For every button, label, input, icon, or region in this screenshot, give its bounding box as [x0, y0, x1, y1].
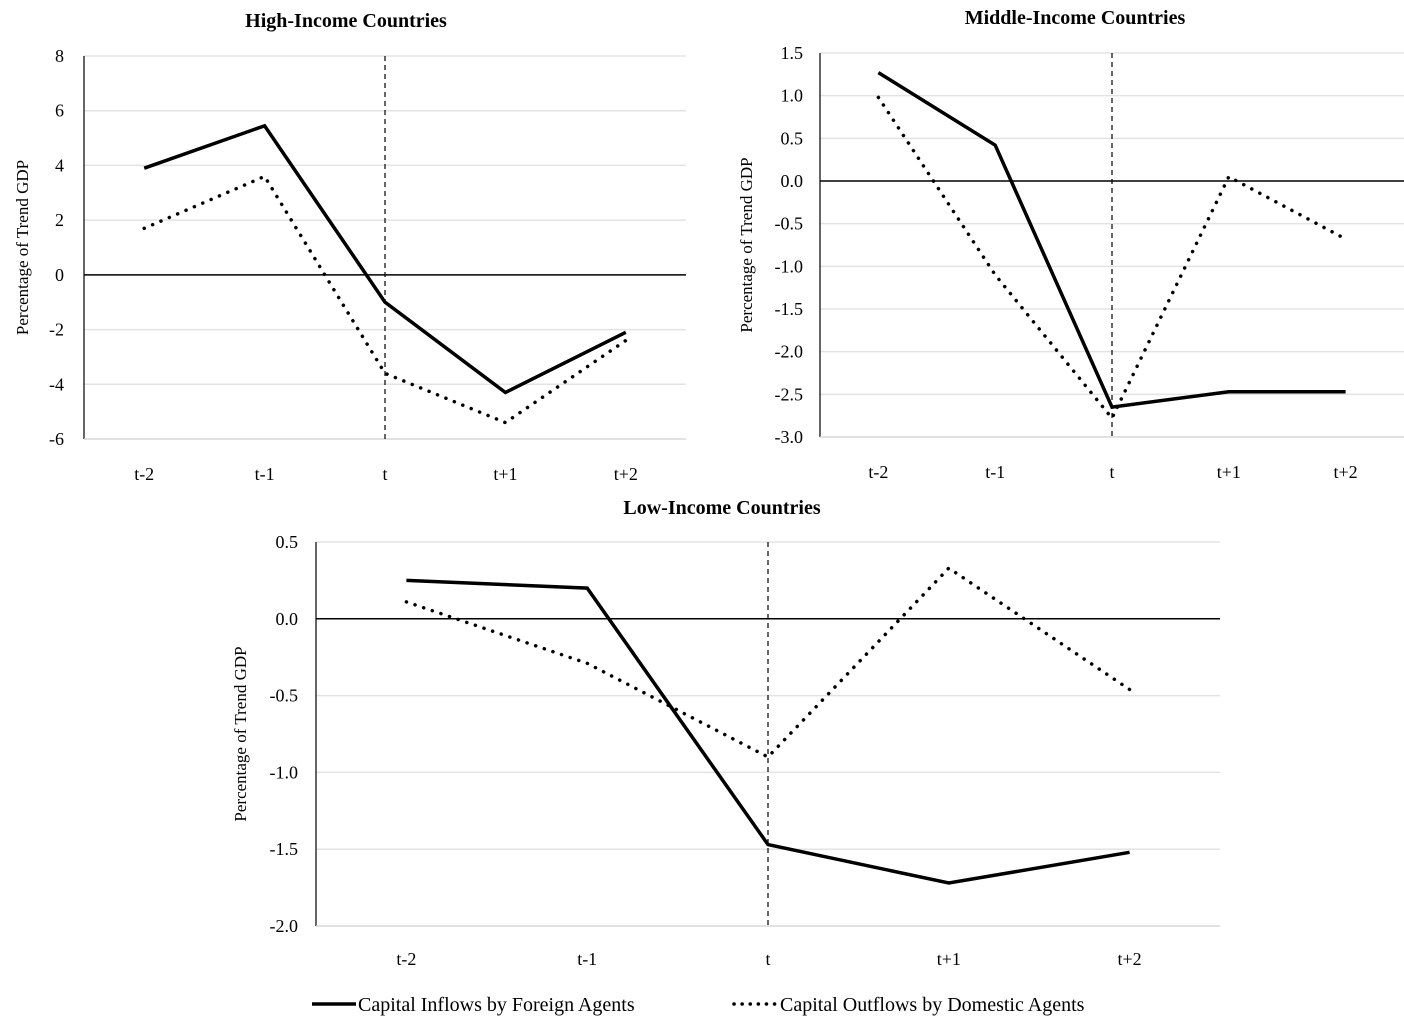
y-axis-label: Percentage of Trend GDP — [737, 157, 756, 332]
chart-panel-3: Low-Income Countries 0.5 0.0 -0.5 -1.0 -1.5 -2… — [231, 497, 1220, 969]
y-tick-label: -1.0 — [775, 256, 804, 276]
x-tick-label: t+1 — [937, 949, 961, 969]
x-tick-label: t — [1109, 462, 1114, 482]
x-tick-label: t+1 — [1217, 462, 1241, 482]
x-tick-label: t+2 — [614, 464, 638, 484]
data-point — [1344, 238, 1347, 241]
y-tick-label: -2.0 — [270, 916, 299, 936]
x-tick-label: t-2 — [134, 464, 154, 484]
y-tick-label: -1.0 — [270, 762, 299, 782]
y-tick-label: 0.0 — [781, 171, 804, 191]
x-tick-label: t — [382, 464, 387, 484]
y-tick-label: -1.5 — [775, 299, 804, 319]
y-tick-label: -2.5 — [775, 384, 804, 404]
y-tick-label: -6 — [49, 429, 64, 449]
y-tick-label: 2 — [55, 210, 64, 230]
y-tick-label: 0 — [55, 265, 64, 285]
x-tick-label: t-2 — [396, 949, 416, 969]
chart-title: High-Income Countries — [245, 10, 447, 32]
series-line-capital-outflows — [876, 95, 1348, 422]
x-tick-label: t+2 — [1334, 462, 1358, 482]
y-tick-label: -3.0 — [775, 427, 804, 447]
chart-title: Middle-Income Countries — [965, 7, 1186, 29]
y-tick-label: 0.5 — [276, 532, 299, 552]
legend-label: Capital Outflows by Domestic Agents — [780, 994, 1085, 1016]
y-tick-label: 0.5 — [781, 128, 804, 148]
y-tick-label: 0.0 — [276, 609, 299, 629]
y-tick-label: -4 — [49, 374, 64, 394]
legend-label: Capital Inflows by Foreign Agents — [358, 994, 635, 1016]
data-point — [263, 175, 266, 178]
y-tick-label: -1.5 — [270, 839, 299, 859]
x-tick-label: t+1 — [493, 464, 517, 484]
y-tick-label: -0.5 — [775, 214, 804, 234]
x-tick-label: t-1 — [577, 949, 597, 969]
y-axis-label: Percentage of Trend GDP — [231, 646, 250, 821]
y-tick-label: 4 — [55, 155, 64, 175]
x-tick-label: t-1 — [255, 464, 275, 484]
y-tick-label: -0.5 — [270, 686, 299, 706]
y-tick-label: -2 — [49, 320, 64, 340]
series-line-capital-outflows — [404, 565, 1132, 760]
x-tick-label: t-1 — [985, 462, 1005, 482]
y-tick-label: 6 — [55, 101, 64, 121]
x-tick-label: t — [765, 949, 770, 969]
series-line-capital-inflows — [143, 123, 627, 395]
legend: Capital Inflows by Foreign Agents Capital… — [312, 994, 1085, 1016]
x-tick-label: t+2 — [1118, 949, 1142, 969]
y-tick-label: -2.0 — [775, 342, 804, 362]
series-line-capital-inflows — [406, 578, 1130, 885]
y-tick-label: 1.0 — [781, 86, 804, 106]
series-line-capital-inflows — [877, 71, 1346, 410]
y-axis-label: Percentage of Trend GDP — [13, 160, 32, 335]
x-tick-label: t-2 — [868, 462, 888, 482]
chart-panel-2: Middle-Income Countries 1.5 1.0 0.5 0.0 -0.5 -… — [737, 7, 1404, 482]
chart-panel-1: High-Income Countries 8 6 4 2 0 -2 -4 -6 t-2 t-1 t t… — [13, 10, 686, 484]
y-tick-label: 8 — [55, 46, 64, 66]
chart-title: Low-Income Countries — [623, 497, 820, 519]
y-tick-label: 1.5 — [781, 43, 804, 63]
